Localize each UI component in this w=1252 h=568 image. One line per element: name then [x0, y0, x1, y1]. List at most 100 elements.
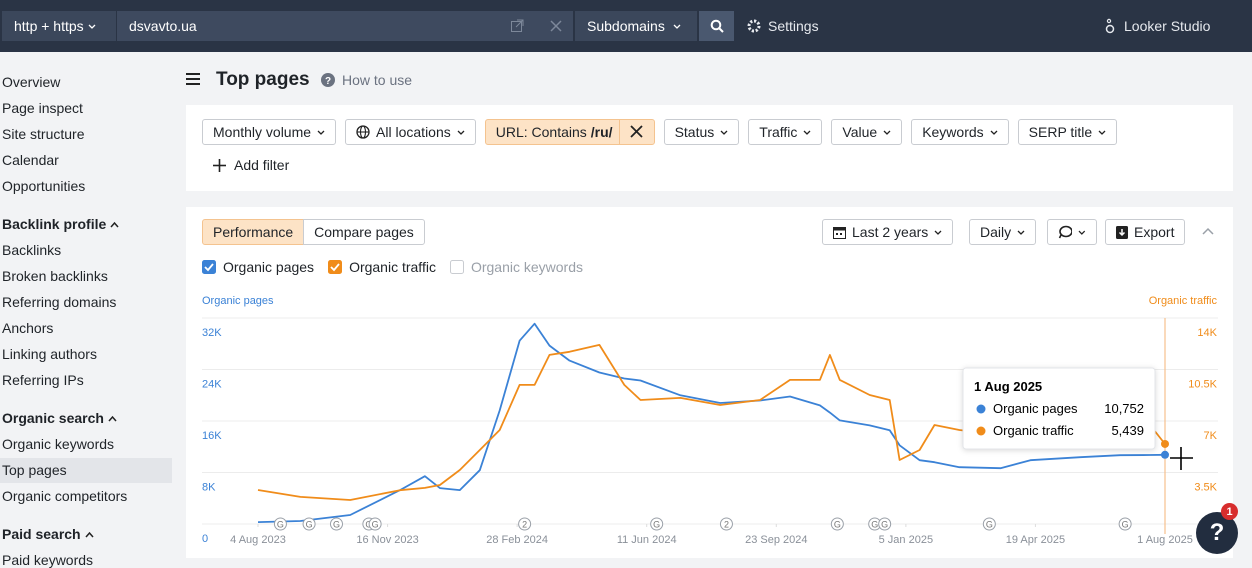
- filter-chip[interactable]: Keywords: [911, 119, 1009, 145]
- nav-item[interactable]: Calendar: [2, 152, 59, 168]
- nav-item[interactable]: Referring domains: [2, 294, 117, 310]
- series-toggle[interactable]: Organic keywords: [449, 259, 583, 275]
- filter-row: Monthly volume All locations URL: Contains…: [202, 119, 1118, 145]
- x-line: [629, 125, 643, 138]
- search-button[interactable]: [699, 11, 734, 41]
- settings-button[interactable]: Settings: [746, 11, 819, 41]
- nav-item[interactable]: Backlinks: [2, 242, 62, 258]
- collapse-icon[interactable]: [1202, 227, 1214, 235]
- nav-group[interactable]: Backlink profile: [2, 216, 120, 232]
- annotation-label: 2: [724, 520, 729, 530]
- nav-item[interactable]: Organic keywords: [2, 436, 115, 452]
- checkbox: [202, 260, 216, 274]
- export-button[interactable]: Export: [1105, 219, 1186, 245]
- nav-item[interactable]: Referring IPs: [2, 372, 84, 388]
- annotation-label: G: [881, 520, 888, 530]
- open-icon[interactable]: [510, 19, 524, 33]
- filter-label: SERP title: [1028, 124, 1093, 140]
- checkbox-box: [449, 260, 464, 274]
- nav-group[interactable]: Organic search: [2, 410, 118, 426]
- x-tick-label: 19 Apr 2025: [1006, 534, 1065, 546]
- nav-item[interactable]: Site structure: [2, 126, 85, 142]
- export-icon: [1116, 225, 1128, 239]
- filter-chip[interactable]: Monthly volume: [202, 119, 337, 145]
- nav-item[interactable]: Overview: [2, 74, 61, 90]
- nav-item[interactable]: Linking authors: [2, 346, 97, 362]
- chevron: [934, 230, 942, 235]
- range-select[interactable]: Last 2 years: [822, 219, 954, 245]
- how-to-use[interactable]: ? How to use: [321, 72, 412, 88]
- series-toggles: Organic pages Organic traffic Organic keyw…: [202, 259, 583, 275]
- chevron-up: [85, 531, 94, 538]
- y2-tick-label: 3.5K: [1194, 482, 1217, 494]
- series-line: [257, 322, 1166, 523]
- x-tick-label: 5 Jan 2025: [879, 534, 933, 546]
- filter-label: Traffic: [759, 124, 798, 140]
- filter-label: Status: [674, 124, 715, 140]
- tab-compare[interactable]: Compare pages: [303, 219, 425, 245]
- nav-item[interactable]: Broken backlinks: [2, 268, 108, 284]
- nav-item[interactable]: Top pages: [0, 458, 172, 483]
- mode-select[interactable]: Subdomains: [575, 11, 697, 41]
- settings-label: Settings: [768, 18, 819, 34]
- chevron-line: [990, 130, 998, 135]
- chevron-line: [1098, 130, 1106, 135]
- remove-filter[interactable]: [618, 120, 654, 144]
- series-toggle[interactable]: Organic pages: [202, 259, 314, 275]
- nav-group[interactable]: Paid search: [2, 526, 95, 542]
- annotation-marker: [878, 517, 892, 531]
- protocol-select[interactable]: http + https: [2, 11, 116, 41]
- y2-tick-label: 7K: [1204, 430, 1218, 442]
- looker-button[interactable]: Looker Studio: [1104, 11, 1210, 41]
- nav-group-title: Paid search: [2, 526, 81, 542]
- y2-tick-label: 14K: [1197, 327, 1217, 339]
- toggle-label: Organic pages: [223, 259, 315, 275]
- filter-chip[interactable]: All locations: [345, 119, 476, 145]
- annotation-label: G: [306, 520, 313, 530]
- filter-chip[interactable]: Status: [663, 119, 740, 145]
- protocol-label: http + https: [14, 18, 84, 34]
- y-tick-label: 24K: [202, 379, 222, 391]
- chevron: [720, 130, 728, 135]
- hover-dot: [1161, 450, 1169, 459]
- plus-icon: [213, 158, 226, 172]
- badge-count: 1: [1226, 505, 1233, 518]
- tab-performance[interactable]: Performance: [202, 219, 305, 245]
- chevron: [883, 130, 891, 135]
- filter-value: /ru/: [590, 124, 613, 140]
- comment-select[interactable]: [1047, 219, 1097, 245]
- help-icon-text: ?: [1209, 519, 1225, 546]
- series-toggle[interactable]: Organic traffic: [328, 259, 436, 275]
- chevron-line: [803, 130, 811, 135]
- add-filter[interactable]: Add filter: [213, 157, 289, 173]
- annotation-marker: [719, 517, 733, 531]
- nav-item[interactable]: Organic competitors: [2, 488, 128, 504]
- nav-item[interactable]: Page inspect: [2, 100, 83, 116]
- help-button[interactable]: ?: [1196, 512, 1238, 554]
- clear-icon[interactable]: [549, 19, 563, 33]
- annotation-marker: [273, 517, 287, 531]
- nav-item[interactable]: Anchors: [2, 320, 54, 336]
- filter-chip[interactable]: SERP title: [1017, 119, 1118, 145]
- domain-input[interactable]: dsvavto.ua: [117, 11, 573, 41]
- interval-select[interactable]: Daily: [969, 219, 1037, 245]
- chevron-line: [457, 130, 465, 135]
- domain-text: dsvavto.ua: [129, 18, 197, 34]
- mode-label: Subdomains: [587, 18, 665, 34]
- chevron: [803, 130, 811, 135]
- comment-icon: [1058, 225, 1073, 239]
- filter-chip[interactable]: Value: [831, 119, 903, 145]
- nav-item[interactable]: Opportunities: [2, 178, 86, 194]
- checkbox: [449, 260, 464, 274]
- filter-chip[interactable]: URL: Contains/ru/: [484, 119, 655, 145]
- filter-chip[interactable]: Traffic: [748, 119, 823, 145]
- annotation-label: G: [1122, 520, 1129, 530]
- menu-icon[interactable]: [186, 72, 200, 89]
- globe-icon: [356, 125, 370, 139]
- chevron-line: [110, 221, 119, 228]
- chevron: [457, 130, 465, 135]
- chevron-line: [317, 130, 325, 135]
- y-tick-label: 32K: [202, 327, 222, 339]
- nav-group-title: Backlink profile: [2, 216, 107, 232]
